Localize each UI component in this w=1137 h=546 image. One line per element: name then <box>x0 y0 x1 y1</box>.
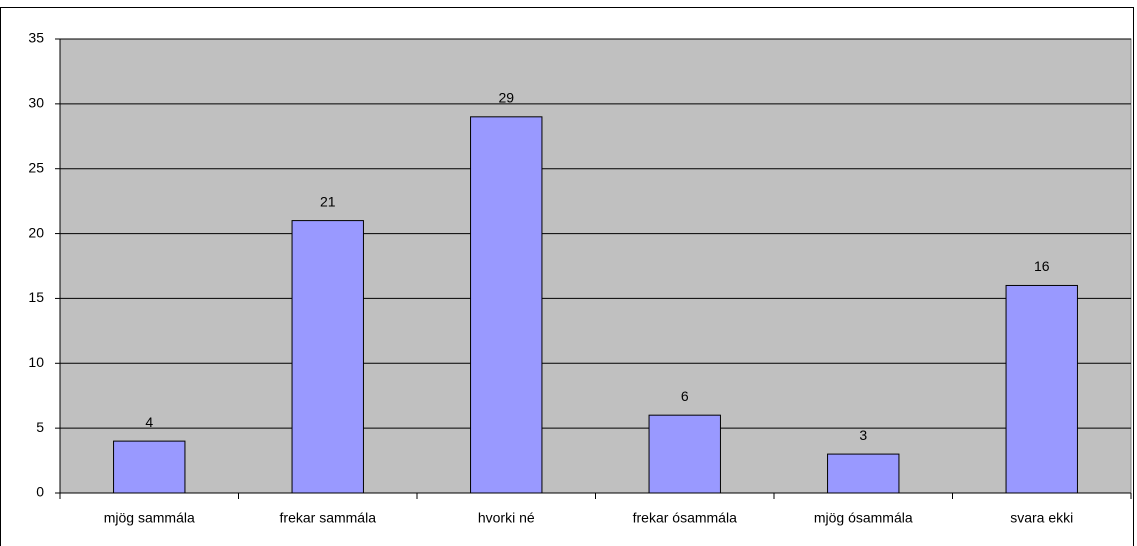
x-tick-label: svara ekki <box>1010 510 1073 526</box>
x-tick-label: frekar sammála <box>280 510 377 526</box>
plot-area <box>59 38 1132 494</box>
bar <box>291 220 364 494</box>
x-tick-label: mjög ósammála <box>814 510 913 526</box>
bar <box>1005 284 1078 494</box>
bar <box>648 414 721 494</box>
y-tick-label: 15 <box>28 289 44 305</box>
value-label: 3 <box>859 427 867 443</box>
y-tick-label: 35 <box>28 30 44 46</box>
y-tick-label: 5 <box>36 419 44 435</box>
y-tick-label: 0 <box>36 484 44 500</box>
x-tick-label: mjög sammála <box>104 510 195 526</box>
bar <box>470 116 543 494</box>
y-tick-label: 20 <box>28 224 44 240</box>
y-tick-label: 25 <box>28 159 44 175</box>
value-label: 29 <box>498 90 514 106</box>
bar <box>827 453 900 494</box>
bar <box>113 440 186 494</box>
value-label: 16 <box>1034 258 1050 274</box>
y-tick-label: 30 <box>28 95 44 111</box>
value-label: 21 <box>320 193 336 209</box>
value-label: 6 <box>681 388 689 404</box>
value-label: 4 <box>145 414 153 430</box>
x-tick-label: hvorki né <box>478 510 535 526</box>
x-tick-label: frekar ósammála <box>633 510 737 526</box>
y-tick-label: 10 <box>28 354 44 370</box>
